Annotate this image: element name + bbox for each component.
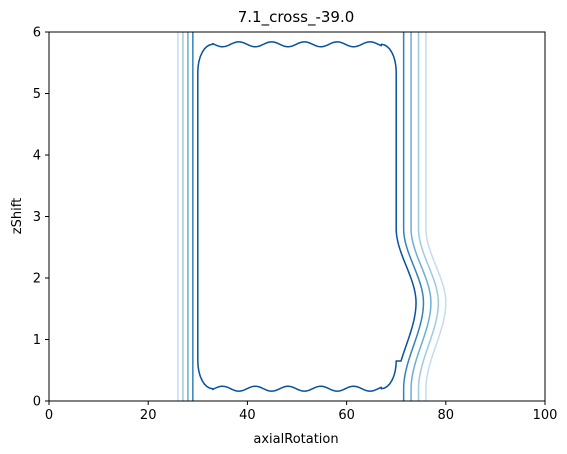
y-axis: 0 1 2 3 4 5 6 [33, 26, 49, 410]
contour-line [177, 32, 447, 401]
y-tick-label: 0 [33, 395, 41, 410]
y-tick-label: 6 [33, 26, 41, 41]
x-tick-label: 80 [438, 408, 455, 423]
y-axis-label: zShift [10, 198, 25, 234]
y-tick-label: 2 [33, 272, 41, 287]
x-tick-label: 40 [239, 408, 256, 423]
chart-title: 7.1_cross_-39.0 [238, 8, 355, 27]
x-tick-label: 60 [338, 408, 355, 423]
contour-line [182, 32, 440, 401]
contour-line [192, 32, 425, 401]
y-tick-label: 3 [33, 210, 41, 225]
contour-line [197, 41, 417, 392]
contour-line [187, 32, 432, 401]
y-tick-label: 5 [33, 87, 41, 102]
x-tick-label: 100 [533, 408, 558, 423]
y-tick-label: 4 [33, 149, 41, 164]
x-axis: 0 20 40 60 80 100 [45, 401, 558, 423]
x-tick-label: 20 [140, 408, 157, 423]
x-tick-label: 0 [45, 408, 53, 423]
x-axis-label: axialRotation [253, 432, 338, 447]
y-tick-label: 1 [33, 333, 41, 348]
contour-layer [177, 32, 447, 401]
